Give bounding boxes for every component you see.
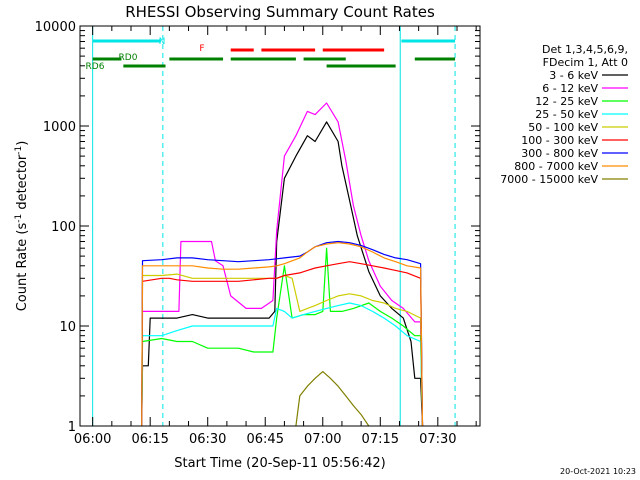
legend-entry-label: 25 - 50 keV (535, 108, 598, 121)
series-line (141, 261, 424, 427)
series-line (141, 302, 424, 427)
y-axis-label-part2: detector (15, 154, 30, 214)
state-bar-label: RD0 (119, 53, 138, 63)
state-bar-label: F (199, 44, 204, 54)
vertical-markers (92, 26, 456, 426)
y-axis-label-sup2: -1 (14, 146, 24, 155)
legend-entry-label: 7000 - 15000 keV (500, 173, 598, 186)
y-tick-label: 1 (68, 420, 76, 435)
series-line (141, 242, 424, 427)
y-tick-label: 10000 (35, 20, 76, 35)
y-axis-label: Count Rate (s-1 detector-1) (14, 141, 30, 312)
legend-entry-label: 800 - 7000 keV (514, 160, 598, 173)
y-axis-ticks: 1 10 100 1000 10000 (35, 20, 480, 435)
chart-title: RHESSI Observing Summary Count Rates (125, 3, 435, 21)
x-tick-label: 06:30 (189, 432, 226, 447)
series-line (295, 371, 370, 427)
state-bar-label: RD6 (86, 62, 105, 72)
legend-entry-label: 12 - 25 keV (535, 95, 598, 108)
y-tick-label: 100 (51, 220, 76, 235)
x-axis-ticks: 06:00 06:15 06:30 06:45 07:00 07:15 07:30 (74, 26, 477, 447)
x-tick-label: 06:45 (247, 432, 284, 447)
series-line (141, 273, 424, 427)
legend-entry-label: 100 - 300 keV (521, 134, 598, 147)
x-tick-label: 06:15 (131, 432, 168, 447)
legend-header-2: FDecim 1, Att 0 (543, 56, 628, 69)
state-bars: N F RD0 RD6 (86, 37, 456, 72)
series-line (141, 121, 424, 427)
x-tick-label: 07:30 (419, 432, 456, 447)
y-tick-label: 10 (59, 320, 76, 335)
y-tick-label: 1000 (43, 120, 76, 135)
x-tick-label: 07:00 (304, 432, 341, 447)
x-tick-label: 06:00 (74, 432, 111, 447)
legend-header-1: Det 1,3,4,5,6,9, (542, 43, 628, 56)
timestamp: 20-Oct-2021 10:23 (560, 467, 636, 476)
y-axis-label-part1: Count Rate (s (15, 223, 30, 312)
series-line (141, 240, 424, 427)
legend-entry-label: 300 - 800 keV (521, 147, 598, 160)
legend-entry-label: 50 - 100 keV (528, 121, 598, 134)
x-axis-label: Start Time (20-Sep-11 05:56:42) (174, 456, 385, 471)
series-lines (141, 102, 424, 427)
y-axis-label-sup1: -1 (14, 214, 24, 223)
state-bar-label: N (159, 37, 166, 47)
legend: Det 1,3,4,5,6,9, FDecim 1, Att 0 3 - 6 k… (500, 43, 628, 186)
legend-entry-label: 3 - 6 keV (549, 69, 598, 82)
legend-entry-label: 6 - 12 keV (542, 82, 598, 95)
x-tick-label: 07:15 (362, 432, 399, 447)
series-line (141, 102, 424, 427)
y-axis-label-part3: ) (15, 141, 30, 146)
